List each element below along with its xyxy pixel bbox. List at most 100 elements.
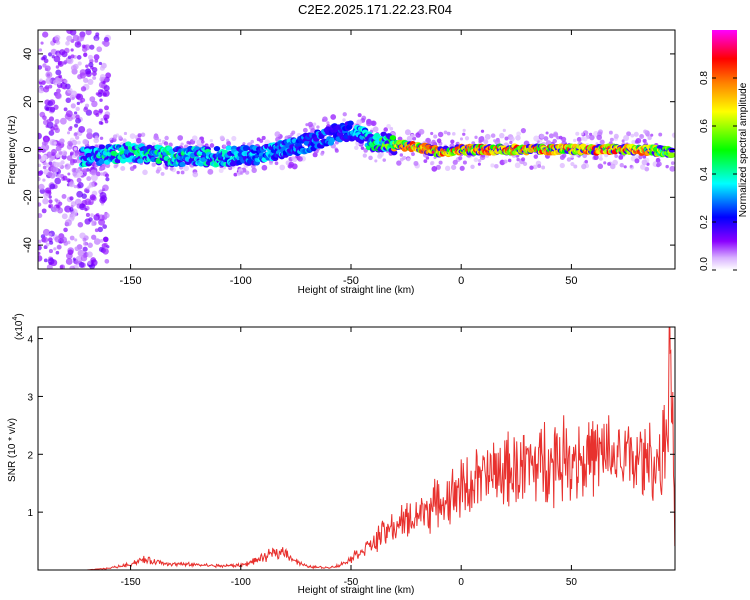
noise-point xyxy=(366,120,372,127)
noise-point xyxy=(54,118,60,124)
noise-point xyxy=(91,100,98,108)
noise-point xyxy=(63,86,67,90)
noise-point xyxy=(576,136,582,142)
noise-point xyxy=(450,139,455,144)
noise-point xyxy=(458,156,463,161)
noise-point xyxy=(55,145,62,152)
noise-point xyxy=(63,60,68,65)
noise-point xyxy=(580,132,584,136)
colorbar-tick-label: 0.2 xyxy=(699,215,710,229)
noise-point xyxy=(104,212,110,219)
noise-point xyxy=(326,121,330,125)
noise-point xyxy=(313,122,317,126)
noise-point xyxy=(207,168,214,175)
colorbar-label: Normalized spectral amplitude xyxy=(738,82,749,217)
noise-point xyxy=(47,171,53,177)
noise-point xyxy=(63,227,68,233)
noise-point xyxy=(541,165,546,170)
noise-point xyxy=(444,165,451,171)
noise-point xyxy=(56,244,62,250)
noise-point xyxy=(342,112,347,117)
noise-point xyxy=(382,158,386,162)
noise-point xyxy=(78,261,85,268)
noise-point xyxy=(155,169,160,174)
noise-point xyxy=(70,90,78,97)
ridge-point xyxy=(98,158,106,165)
noise-point xyxy=(196,139,203,146)
noise-point xyxy=(412,136,417,141)
noise-point xyxy=(42,198,49,205)
noise-point xyxy=(99,239,104,243)
noise-point xyxy=(50,166,57,173)
noise-point xyxy=(67,131,71,135)
noise-point xyxy=(169,166,174,171)
noise-point xyxy=(274,131,281,138)
noise-point xyxy=(490,163,495,168)
noise-point xyxy=(631,139,637,145)
noise-point xyxy=(437,131,444,138)
noise-point xyxy=(291,163,298,170)
noise-point xyxy=(399,153,404,157)
noise-point xyxy=(103,85,110,92)
noise-point xyxy=(57,60,64,67)
noise-point xyxy=(120,166,126,171)
noise-point xyxy=(584,159,588,164)
noise-point xyxy=(53,141,57,145)
noise-point xyxy=(81,44,86,49)
noise-point xyxy=(480,129,485,133)
noise-point xyxy=(581,163,587,170)
noise-point xyxy=(38,255,43,262)
noise-point xyxy=(73,111,78,115)
noise-point xyxy=(38,65,43,70)
noise-point xyxy=(101,40,106,45)
noise-point xyxy=(87,54,94,60)
noise-point xyxy=(55,153,60,159)
noise-point xyxy=(60,236,68,244)
spectrogram-y-label: Frequency (Hz) xyxy=(7,116,18,185)
noise-point xyxy=(242,142,246,146)
noise-point xyxy=(559,162,565,169)
noise-point xyxy=(49,157,54,162)
noise-point xyxy=(91,222,95,226)
noise-point xyxy=(49,183,56,190)
noise-point xyxy=(79,232,86,239)
ridge-point xyxy=(357,138,365,144)
noise-point xyxy=(504,136,509,141)
noise-point xyxy=(95,171,101,177)
noise-point xyxy=(73,123,79,128)
noise-point xyxy=(502,128,506,133)
noise-point xyxy=(490,133,496,138)
noise-point xyxy=(76,101,81,106)
noise-point xyxy=(69,207,74,212)
noise-point xyxy=(626,131,632,137)
noise-point xyxy=(360,146,365,150)
noise-point xyxy=(305,123,309,127)
noise-point xyxy=(38,245,42,251)
noise-point xyxy=(61,150,68,157)
noise-point xyxy=(543,136,549,141)
noise-point xyxy=(589,134,595,141)
noise-point xyxy=(66,165,70,169)
noise-point xyxy=(545,131,549,135)
noise-point xyxy=(45,77,52,84)
noise-point xyxy=(151,142,156,147)
noise-point xyxy=(642,138,647,143)
noise-point xyxy=(533,154,539,159)
noise-point xyxy=(507,158,512,163)
noise-point xyxy=(57,81,61,85)
snr-panel: -150 -100 -50 0 50 1 2 3 4 Height of straight l… xyxy=(7,313,676,596)
noise-point xyxy=(48,233,52,237)
noise-point xyxy=(89,96,96,103)
noise-point xyxy=(73,132,78,137)
snr-series xyxy=(38,327,675,570)
noise-point xyxy=(558,135,563,140)
noise-point xyxy=(42,165,47,170)
noise-point xyxy=(65,97,72,104)
noise-point xyxy=(608,130,613,135)
noise-point xyxy=(443,130,448,135)
noise-point xyxy=(520,127,526,134)
noise-point xyxy=(86,132,93,140)
noise-point xyxy=(515,135,521,141)
noise-point xyxy=(46,264,53,269)
noise-point xyxy=(274,161,279,166)
